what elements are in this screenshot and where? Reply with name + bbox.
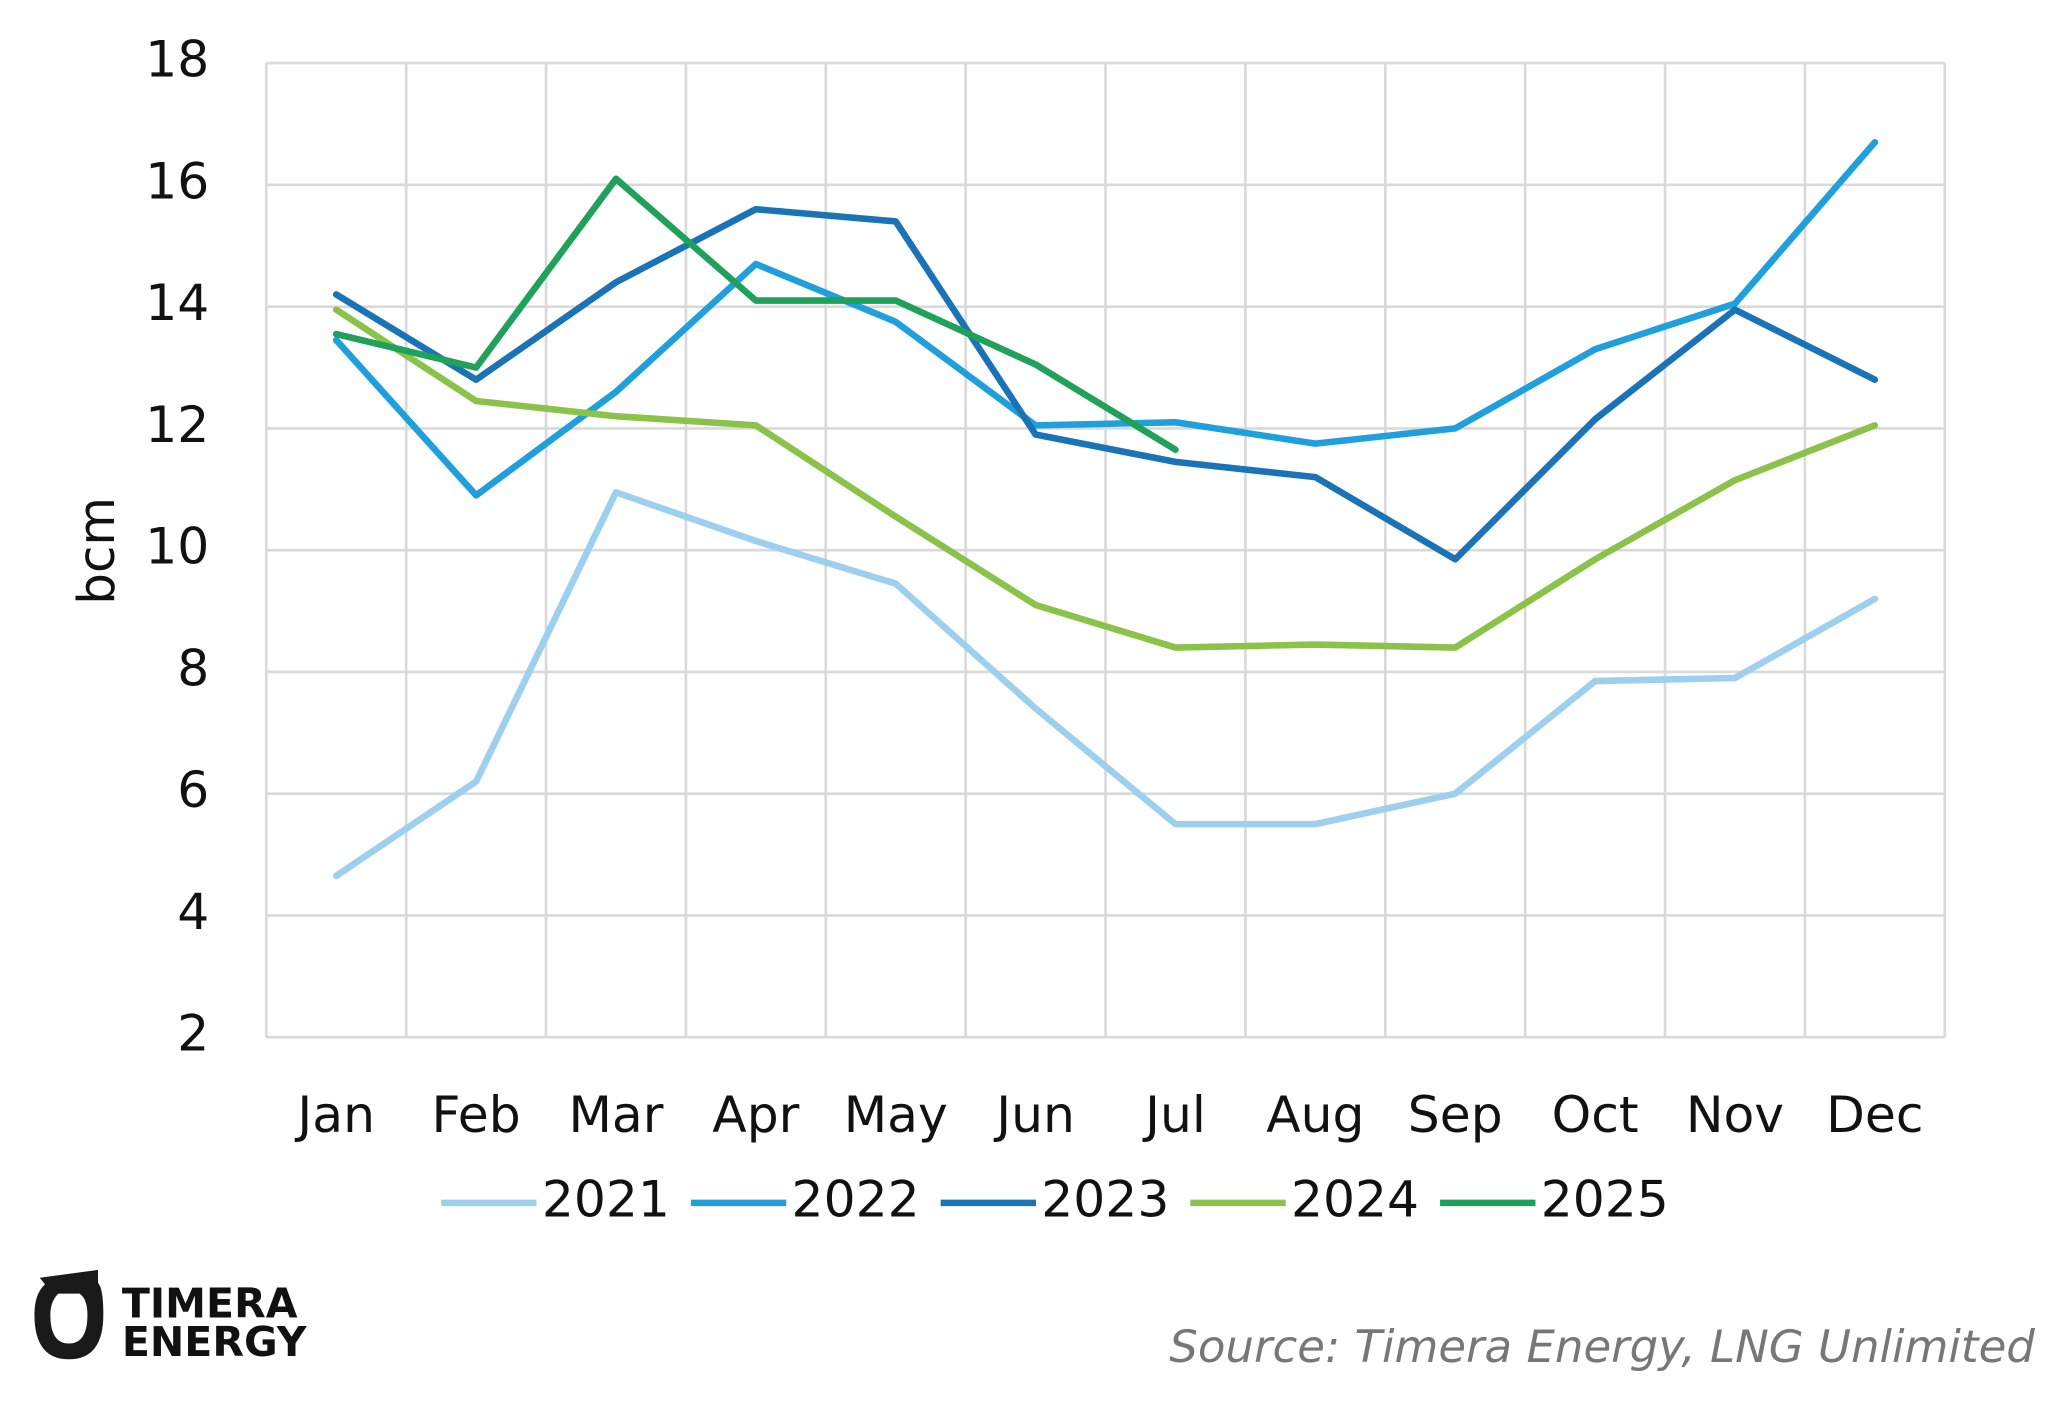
x-tick-label: Jun xyxy=(993,1085,1075,1144)
legend-label: 2024 xyxy=(1291,1169,1419,1228)
x-tick-label: May xyxy=(844,1085,948,1144)
x-tick-label: Feb xyxy=(432,1085,521,1144)
x-tick-label: Aug xyxy=(1266,1085,1364,1144)
legend-label: 2025 xyxy=(1541,1169,1669,1228)
y-tick-label: 10 xyxy=(145,517,209,576)
y-tick-label: 12 xyxy=(145,395,209,454)
y-tick-label: 16 xyxy=(145,151,209,210)
source-note: Source: Timera Energy, LNG Unlimited xyxy=(1169,1320,2035,1373)
x-tick-label: Oct xyxy=(1552,1085,1639,1144)
y-tick-label: 18 xyxy=(145,30,209,89)
x-tick-label: Jul xyxy=(1142,1085,1206,1144)
x-tick-label: Mar xyxy=(569,1085,664,1144)
legend-label: 2022 xyxy=(792,1169,920,1228)
y-tick-label: 8 xyxy=(177,639,209,698)
series-line xyxy=(332,489,1879,880)
y-tick-label: 14 xyxy=(145,273,209,332)
x-tick-label: Apr xyxy=(712,1085,799,1144)
x-tick-label: Dec xyxy=(1826,1085,1923,1144)
logo-icon xyxy=(34,1269,104,1360)
y-axis-label: bcm xyxy=(67,497,126,605)
y-tick-label: 6 xyxy=(177,760,209,819)
series-line xyxy=(332,205,1879,563)
logo: TIMERA ENERGY xyxy=(34,1269,308,1366)
series-line xyxy=(332,138,1879,499)
logo-text: ENERGY xyxy=(122,1318,308,1366)
y-tick-label: 4 xyxy=(177,882,209,941)
legend-label: 2023 xyxy=(1041,1169,1169,1228)
legend-label: 2021 xyxy=(542,1169,670,1228)
x-tick-label: Jan xyxy=(294,1085,375,1144)
logo-text: TIMERA xyxy=(122,1280,298,1328)
x-tick-label: Sep xyxy=(1408,1085,1503,1144)
series-line xyxy=(332,306,1879,651)
series-line xyxy=(332,175,1179,453)
x-tick-label: Nov xyxy=(1686,1085,1784,1144)
y-tick-label: 2 xyxy=(177,1004,209,1063)
